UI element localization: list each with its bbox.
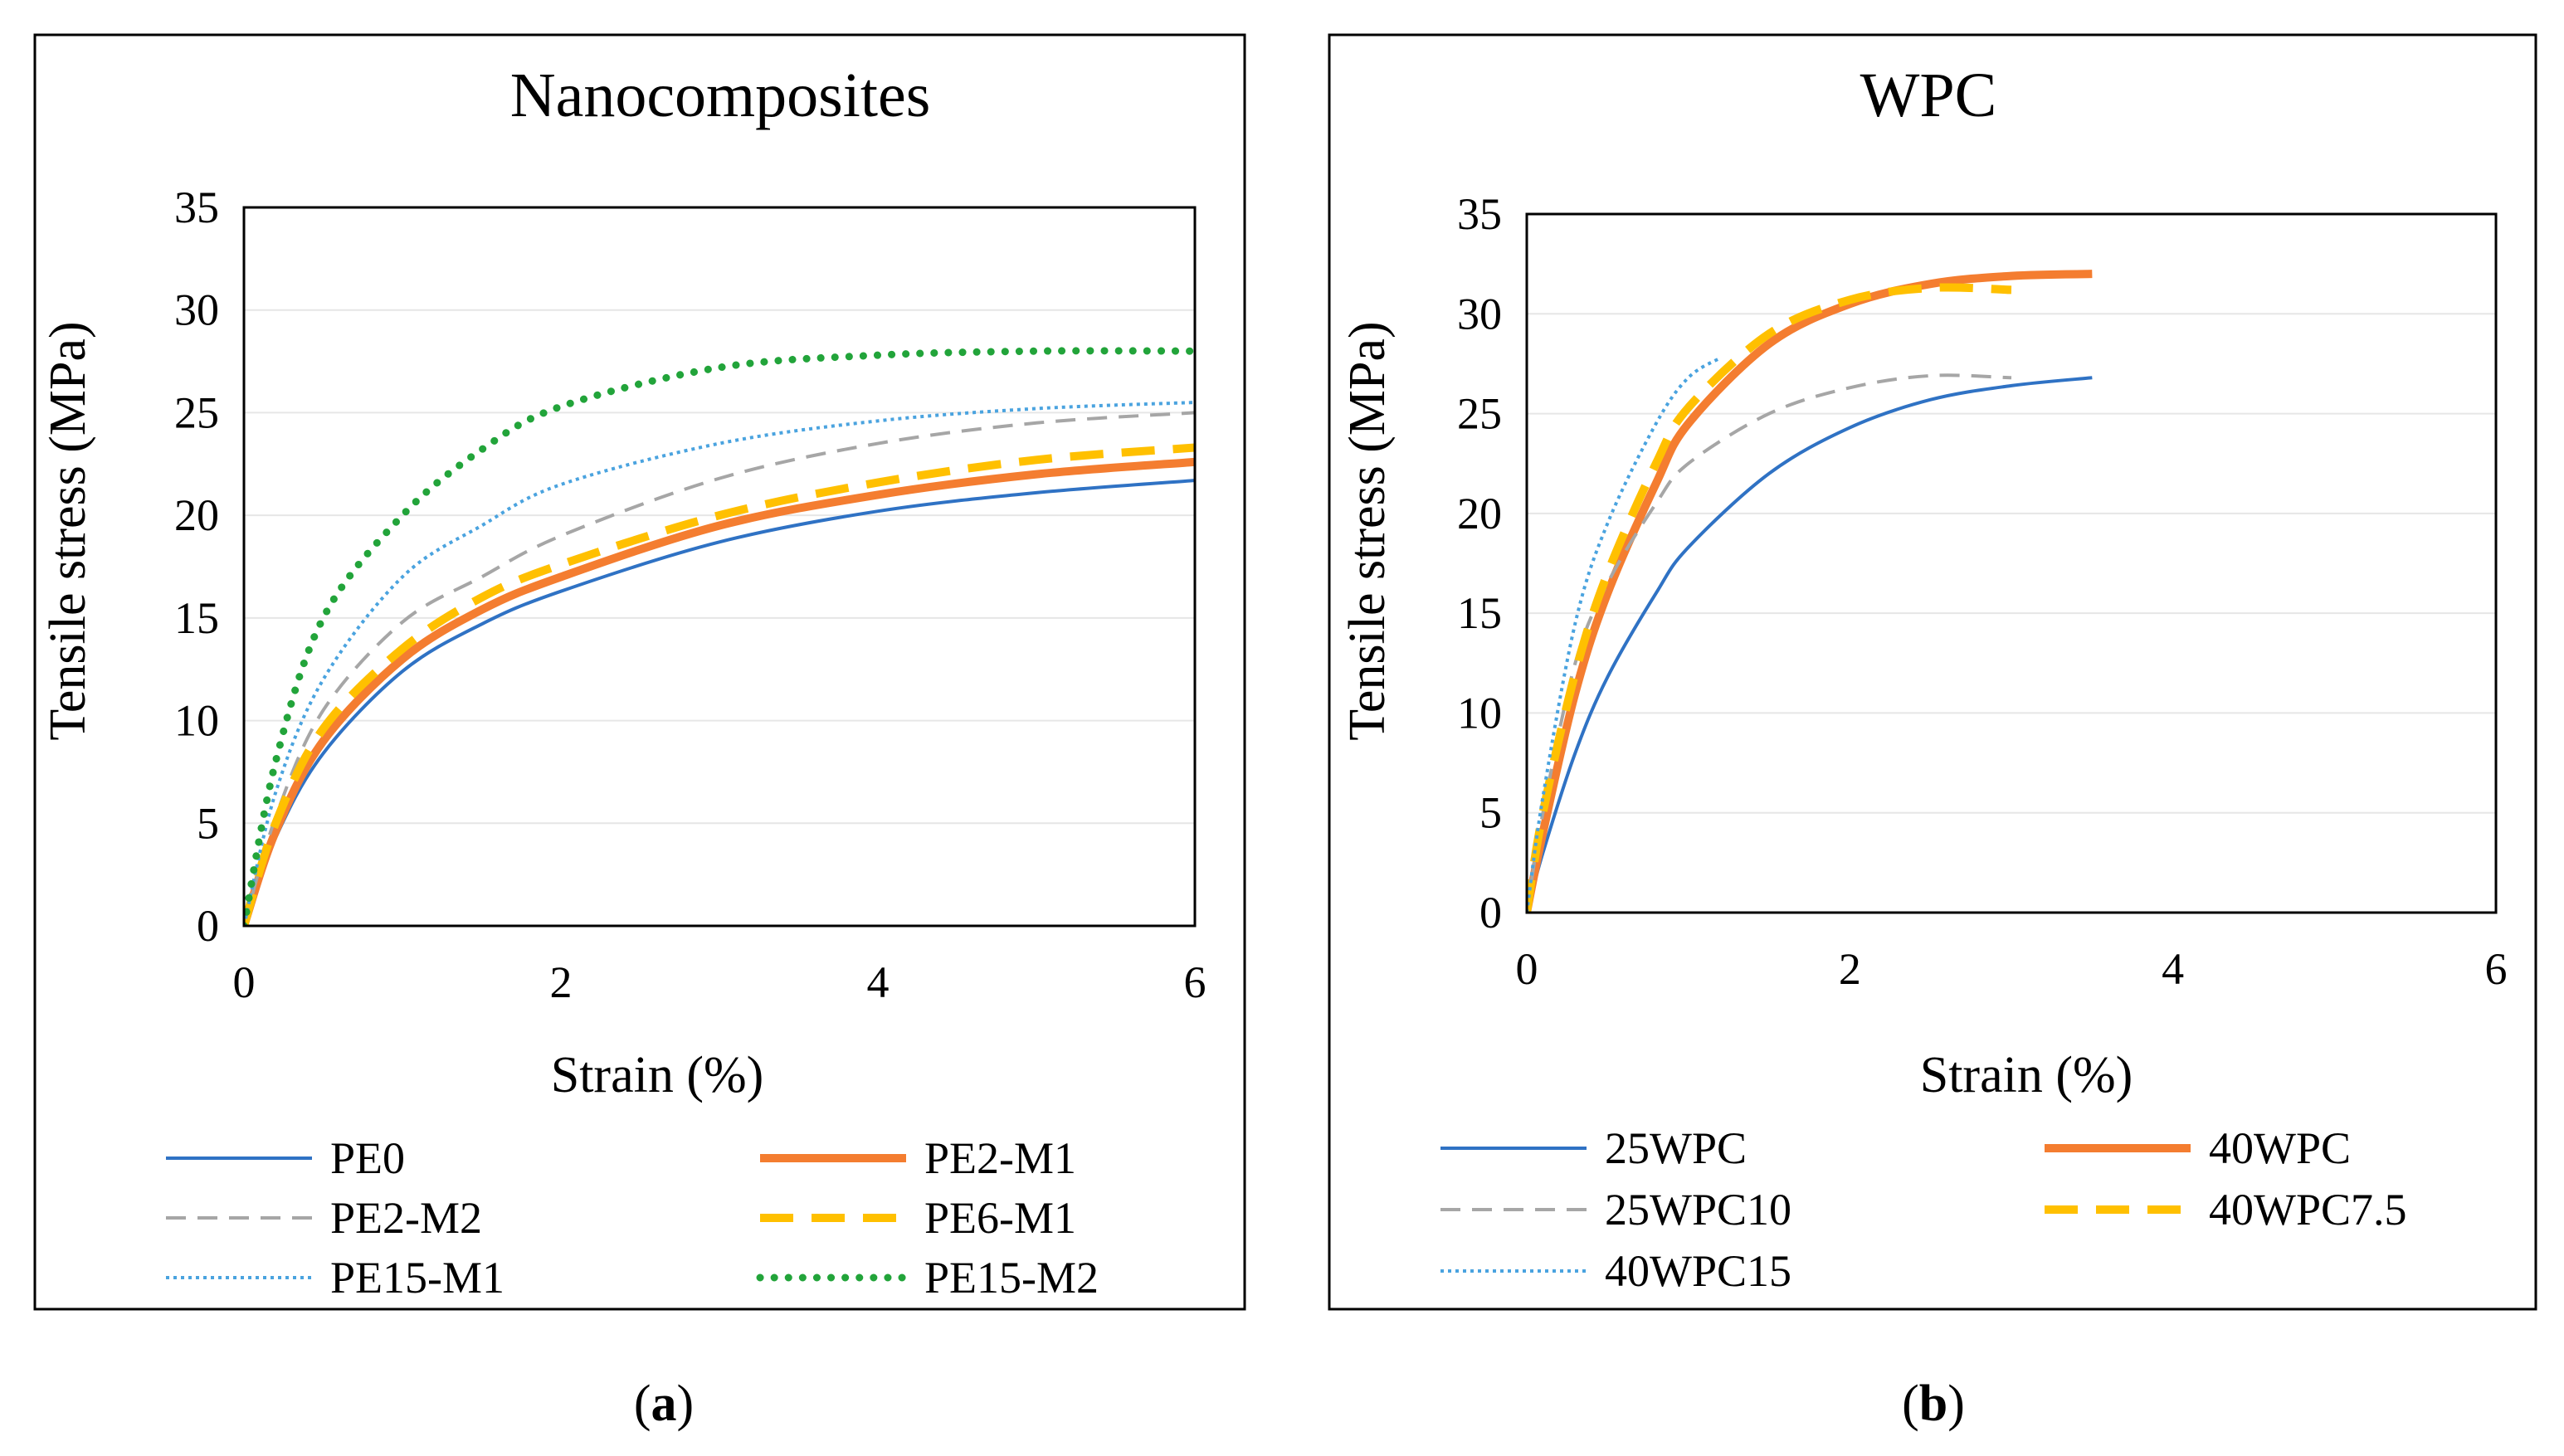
- x-tick-label: 2: [550, 957, 573, 1007]
- x-tick-label: 6: [1184, 957, 1206, 1007]
- y-tick-label: 25: [1457, 389, 1502, 439]
- series-line-pe6-m1: [244, 443, 1195, 926]
- x-tick-label: 2: [1839, 944, 1861, 994]
- series-line-pe2-m2: [244, 411, 1195, 926]
- plot-area-border: [1525, 212, 2498, 914]
- y-tick-label: 30: [1457, 289, 1502, 338]
- y-tick-label: 10: [174, 696, 219, 746]
- panel-a: Nanocomposites 0 5 10 15 20 25 30 35 0 2 4 6 Strain (…: [33, 33, 1246, 1432]
- chart-title: WPC: [1860, 61, 1997, 130]
- legend-label: PE2-M1: [924, 1133, 1076, 1183]
- y-tick-label: 25: [174, 387, 219, 437]
- plot-area-border: [242, 206, 1197, 928]
- series-line-pe15-m1: [244, 401, 1195, 926]
- legend-label: 40WPC15: [1605, 1246, 1791, 1296]
- legend-label: PE15-M1: [330, 1253, 505, 1303]
- legend-label: 40WPC: [2209, 1123, 2351, 1173]
- y-tick-label: 20: [174, 490, 219, 540]
- y-axis-label: Tensile stress (MPa): [40, 321, 96, 740]
- series-line-40wpc15: [1527, 356, 1722, 913]
- series-line-pe15-m2: [244, 347, 1195, 926]
- x-tick-label: 0: [1516, 944, 1538, 994]
- x-tick-label: 6: [2485, 944, 2508, 994]
- y-tick-label: 5: [197, 798, 219, 848]
- legend-label: 25WPC: [1605, 1123, 1747, 1173]
- x-axis-label: Strain (%): [1920, 1047, 2133, 1103]
- legend: PE0 PE2-M1 PE2-M2 PE6-M1 PE15-M1 PE15-M2: [166, 1133, 1099, 1303]
- x-tick-label: 0: [233, 957, 256, 1007]
- y-tick-label: 5: [1479, 788, 1502, 838]
- panel-frame: [1328, 33, 2537, 1311]
- legend-label: PE6-M1: [924, 1193, 1076, 1243]
- y-tick-label: 15: [174, 593, 219, 643]
- legend-label: 40WPC7.5: [2209, 1185, 2407, 1234]
- y-tick-label: 15: [1457, 588, 1502, 638]
- y-tick-label: 0: [1479, 888, 1502, 937]
- series-line-25wpc10: [1527, 373, 2012, 913]
- panel-caption: (a): [634, 1376, 694, 1432]
- y-tick-label: 35: [174, 183, 219, 232]
- panel-caption: (b): [1902, 1376, 1965, 1432]
- y-tick-label: 10: [1457, 688, 1502, 738]
- series-line-pe2-m1: [244, 457, 1195, 926]
- x-axis-label: Strain (%): [551, 1047, 764, 1103]
- y-tick-label: 35: [1457, 189, 1502, 239]
- series-line-25wpc: [1527, 376, 2093, 913]
- legend-label: PE15-M2: [924, 1253, 1099, 1303]
- series-line-40wpc7-5: [1527, 283, 2012, 913]
- legend: 25WPC 40WPC 25WPC10 40WPC7.5 40WPC15: [1440, 1123, 2407, 1296]
- series-line-40wpc: [1527, 270, 2093, 913]
- legend-label: 25WPC10: [1605, 1185, 1791, 1234]
- legend-label: PE2-M2: [330, 1193, 482, 1243]
- x-tick-label: 4: [867, 957, 890, 1007]
- x-tick-label: 4: [2162, 944, 2184, 994]
- panel-frame: [33, 33, 1246, 1311]
- chart-title: Nanocomposites: [510, 61, 931, 130]
- y-tick-label: 30: [174, 285, 219, 335]
- legend-label: PE0: [330, 1133, 405, 1183]
- series-line-pe0: [244, 479, 1195, 926]
- y-tick-label: 20: [1457, 489, 1502, 538]
- y-tick-label: 0: [197, 901, 219, 951]
- y-axis-label: Tensile stress (MPa): [1339, 321, 1396, 740]
- panel-b: WPC 0 5 10 15 20 25 30 35 0 2 4 6 Strain (%) Tensile s…: [1328, 33, 2537, 1432]
